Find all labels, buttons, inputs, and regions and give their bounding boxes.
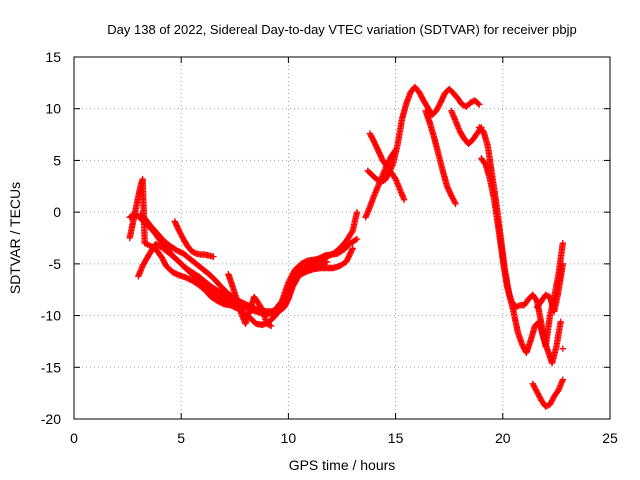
data-point	[145, 242, 153, 249]
data-point	[144, 241, 151, 248]
data-point	[130, 211, 138, 218]
data-point	[353, 208, 361, 216]
series-track-g	[364, 83, 483, 186]
y-axis-label: SDTVAR / TECUs	[7, 182, 23, 294]
x-tick-label: 25	[602, 430, 618, 446]
data-point	[543, 402, 551, 410]
plot-frame	[73, 56, 611, 420]
series-track-f	[225, 271, 275, 330]
data-point	[263, 320, 271, 328]
data-point	[132, 211, 139, 219]
data-point	[467, 99, 474, 106]
y-tick-label: 0	[53, 204, 61, 220]
data-point	[323, 258, 331, 265]
data-point	[452, 200, 459, 208]
data-point	[266, 322, 274, 329]
data-point	[559, 376, 567, 383]
x-tick-label: 0	[70, 430, 78, 446]
data-point	[515, 302, 522, 310]
data-point	[210, 253, 217, 260]
data-point	[190, 248, 197, 256]
data-point	[391, 148, 398, 155]
y-tick-label: 10	[45, 101, 61, 117]
x-tick-label: 5	[177, 430, 185, 446]
data-point	[559, 345, 567, 352]
series-track-i	[362, 146, 399, 221]
data-point	[352, 236, 359, 244]
data-point	[353, 235, 361, 243]
data-point	[348, 228, 356, 236]
data-point	[400, 196, 408, 203]
x-tick-label: 20	[495, 430, 511, 446]
data-point	[349, 245, 356, 252]
data-point	[392, 146, 399, 154]
data-point	[512, 304, 519, 311]
y-axis: -20 -15 -10 -5 0 5 10 15	[41, 49, 610, 427]
scatter-marks	[126, 83, 567, 410]
x-tick-label: 10	[281, 430, 297, 446]
x-axis-label: GPS time / hours	[289, 457, 396, 473]
data-point	[543, 292, 551, 299]
data-point	[513, 303, 521, 310]
series-track-p	[559, 345, 567, 352]
data-point	[142, 240, 150, 248]
y-tick-label: -15	[41, 359, 61, 375]
data-point	[268, 322, 275, 330]
y-tick-label: 15	[45, 49, 61, 65]
data-point	[188, 248, 196, 255]
x-tick-label: 15	[388, 430, 404, 446]
data-point	[476, 101, 483, 108]
series-track-d	[137, 211, 331, 315]
series-track-e	[171, 218, 217, 260]
series-track-o	[533, 260, 567, 315]
series-track-j	[422, 107, 459, 208]
y-tick-label: -10	[41, 308, 61, 324]
data-point	[542, 291, 549, 299]
chart-title: Day 138 of 2022, Sidereal Day-to-day VTE…	[107, 22, 576, 37]
data-point	[474, 100, 482, 107]
data-point	[559, 260, 567, 268]
data-point	[191, 249, 198, 257]
data-point	[458, 101, 466, 108]
series-track-n	[529, 376, 567, 410]
data-point	[451, 199, 459, 206]
y-tick-label: -20	[41, 411, 61, 427]
y-tick-label: -5	[49, 256, 62, 272]
data-point	[265, 321, 272, 328]
x-axis: 0 5 10 15 20 25	[70, 57, 618, 446]
data-point	[141, 239, 148, 247]
data-point	[542, 403, 549, 410]
data-point	[557, 318, 564, 325]
data-point	[559, 239, 567, 247]
y-tick-label: 5	[53, 152, 61, 168]
